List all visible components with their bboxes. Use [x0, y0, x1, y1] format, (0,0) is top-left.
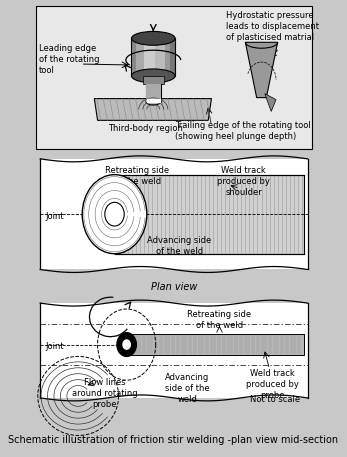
Ellipse shape [122, 339, 131, 350]
Circle shape [105, 202, 124, 226]
Text: Retreating side
of the weld: Retreating side of the weld [105, 166, 169, 186]
Bar [143, 76, 164, 84]
Text: Flow lines
around rotating
probe: Flow lines around rotating probe [72, 378, 138, 409]
Text: Leading edge
of the rotating
tool: Leading edge of the rotating tool [39, 44, 99, 75]
Bar [144, 38, 155, 76]
Bar [155, 38, 164, 76]
Bar [127, 334, 304, 356]
Bar [40, 303, 307, 398]
Bar [132, 38, 136, 76]
Text: Joint: Joint [45, 342, 64, 351]
Bar [40, 159, 307, 270]
Text: Weld track
produced by
probe: Weld track produced by probe [246, 369, 298, 400]
Circle shape [82, 175, 147, 254]
Text: Third-body region: Third-body region [108, 124, 183, 133]
Bar [136, 38, 144, 76]
Bar [115, 175, 304, 254]
Polygon shape [245, 43, 278, 98]
Bar [146, 84, 161, 101]
Text: Trailing edge of the rotating tool
(showing heel plunge depth): Trailing edge of the rotating tool (show… [175, 121, 311, 141]
Text: Not to scale: Not to scale [250, 395, 300, 404]
Text: Schematic illustration of friction stir welding -plan view mid-section: Schematic illustration of friction stir … [8, 436, 339, 445]
Ellipse shape [117, 333, 136, 356]
Polygon shape [94, 99, 211, 120]
Ellipse shape [132, 32, 175, 45]
Ellipse shape [132, 69, 175, 83]
Bar [170, 38, 175, 76]
Polygon shape [265, 94, 276, 112]
Text: Advancing
side of the
weld: Advancing side of the weld [165, 373, 210, 404]
Ellipse shape [146, 98, 161, 105]
Text: Hydrostatic pressure
leads to displacement
of plasticised matrial: Hydrostatic pressure leads to displaceme… [226, 11, 319, 42]
Text: Weld track
produced by
shoulder: Weld track produced by shoulder [217, 166, 270, 197]
Bar [36, 6, 312, 149]
Text: Retreating side
of the weld: Retreating side of the weld [187, 310, 252, 330]
Bar [164, 38, 170, 76]
Text: Plan view: Plan view [151, 282, 197, 292]
Text: Joint: Joint [45, 212, 64, 221]
Text: Advancing side
of the weld: Advancing side of the weld [147, 235, 211, 255]
